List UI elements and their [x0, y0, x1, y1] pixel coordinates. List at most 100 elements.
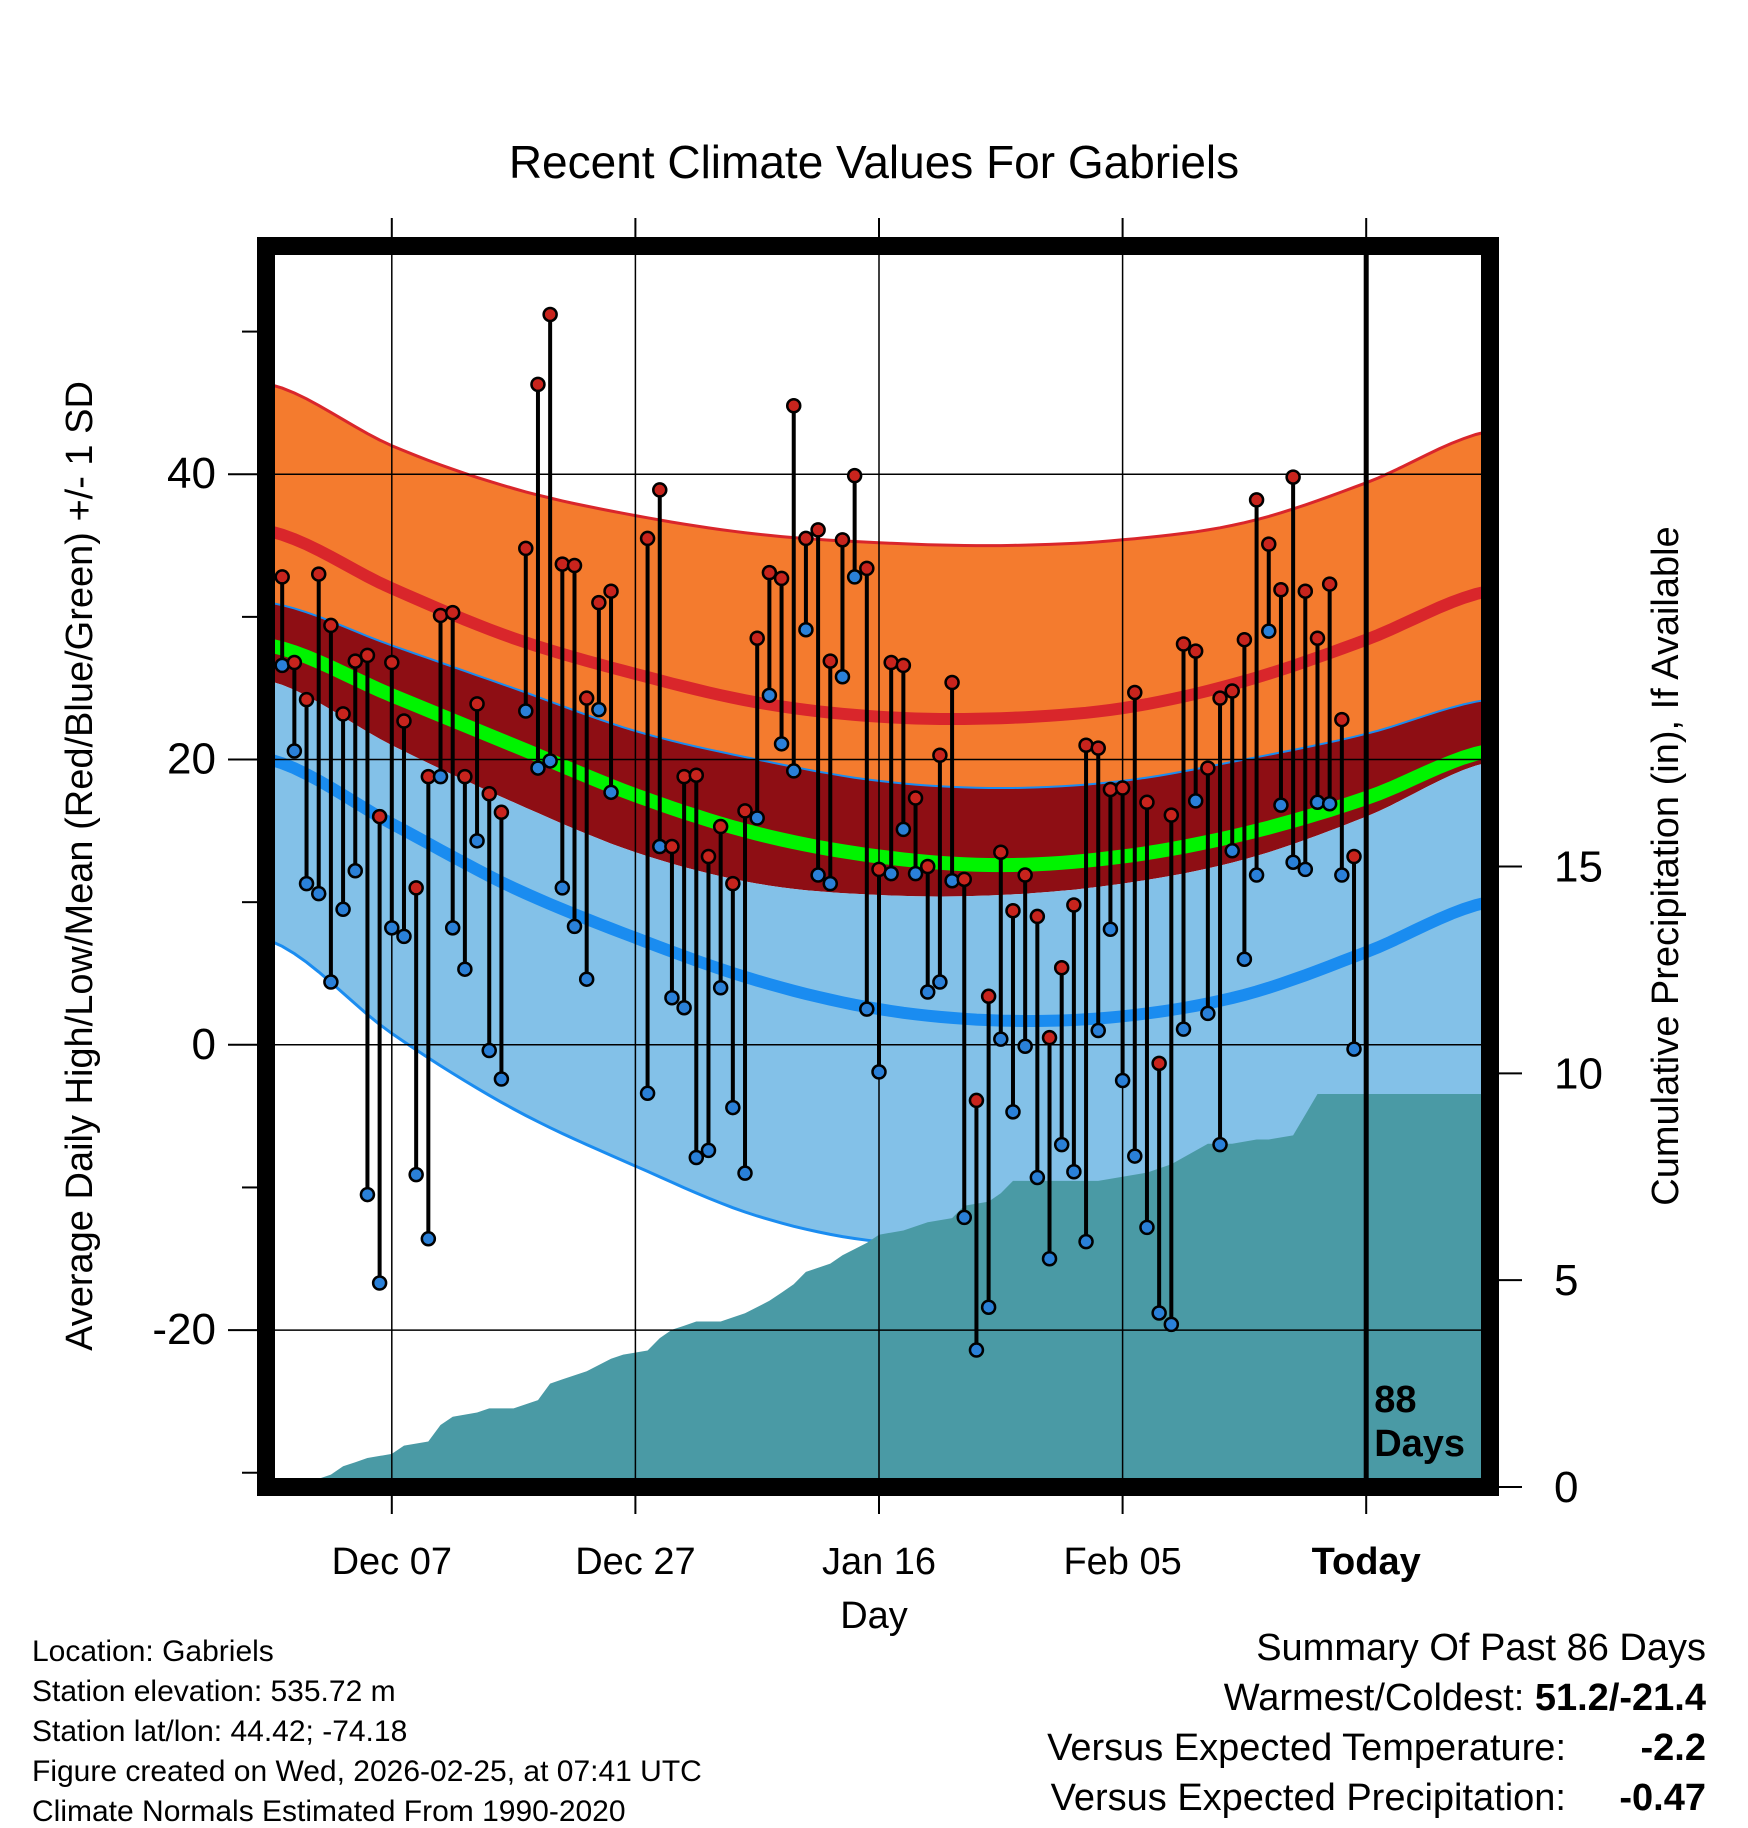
high-temp-point	[396, 713, 412, 729]
low-temp-point	[323, 974, 339, 990]
low-temp-point	[1090, 1022, 1106, 1039]
low-temp-point	[859, 1001, 875, 1017]
high-temp-point	[712, 818, 729, 835]
cumulative-precipitation-area	[282, 1094, 1489, 1487]
high-temp-point	[883, 654, 899, 671]
daily-observations	[274, 306, 1362, 1358]
low-temp-point	[737, 1165, 753, 1181]
high-temp-point	[676, 768, 692, 785]
y-right-tick-label: 0	[1554, 1463, 1578, 1512]
low-temp-point	[895, 821, 912, 838]
precip-anomaly-value: -0.47	[1619, 1777, 1706, 1819]
precip-area	[282, 1094, 1489, 1487]
low-temp-point	[810, 867, 826, 883]
low-temp-point	[310, 885, 327, 902]
high-temp-point	[371, 808, 388, 825]
y-right-tick-label: 5	[1554, 1256, 1578, 1305]
low-temp-point	[1224, 843, 1240, 859]
low-temp-point	[664, 989, 680, 1006]
high-temp-point	[810, 522, 826, 538]
y-right-tick-label: 10	[1554, 1049, 1603, 1098]
high-temp-point	[298, 691, 315, 708]
low-temp-point	[1163, 1316, 1180, 1333]
high-temp-point	[1236, 631, 1253, 648]
high-temp-point	[1273, 582, 1289, 598]
high-temp-point	[773, 570, 790, 587]
low-temp-point	[761, 687, 778, 704]
low-temp-point	[530, 760, 546, 776]
x-axis-label: Day	[840, 1595, 908, 1637]
high-temp-point	[859, 560, 875, 577]
plot-frame	[257, 237, 1499, 1496]
low-temp-point	[1127, 1148, 1143, 1164]
low-temp-point	[1236, 951, 1253, 967]
high-temp-point	[798, 530, 814, 547]
low-temp-point	[968, 1342, 985, 1358]
high-temp-point	[542, 306, 558, 323]
low-temp-point	[1200, 1005, 1216, 1022]
low-temp-point	[1066, 1164, 1082, 1180]
y-left-tick-label: 20	[167, 735, 216, 784]
high-temp-point	[603, 583, 619, 599]
low-temp-point	[1273, 797, 1289, 813]
high-temp-point	[1334, 711, 1350, 728]
low-temp-point	[676, 999, 692, 1016]
low-temp-point	[298, 875, 315, 892]
high-temp-point	[493, 804, 510, 821]
high-temp-point	[469, 696, 485, 712]
low-temp-point	[1005, 1104, 1021, 1120]
low-temp-point	[639, 1085, 656, 1102]
low-temp-point	[725, 1099, 741, 1116]
days-count-label: 88 Days	[1374, 1379, 1465, 1465]
high-temp-point	[749, 630, 765, 647]
high-temp-point	[737, 803, 753, 819]
y-left-tick-label: -20	[152, 1305, 216, 1354]
low-temp-point	[1285, 854, 1301, 870]
latlon-text: Station lat/lon: 44.42; -74.18	[32, 1715, 407, 1748]
high-temp-point	[700, 848, 717, 865]
low-temp-point	[846, 569, 863, 585]
low-temp-point	[1212, 1136, 1228, 1153]
high-temp-point	[457, 768, 473, 785]
low-temp-point	[822, 875, 839, 892]
low-temp-point	[1078, 1233, 1094, 1250]
high-temp-point	[530, 376, 546, 393]
high-temp-point	[1163, 807, 1180, 823]
y-right-tick-label: 15	[1554, 843, 1603, 892]
low-temp-point	[384, 920, 400, 936]
low-temp-point	[688, 1149, 705, 1166]
high-temp-point	[323, 617, 339, 634]
high-temp-point	[1285, 469, 1301, 485]
low-temp-point	[1334, 867, 1350, 883]
low-temp-point	[359, 1186, 376, 1203]
high-temp-point	[1017, 867, 1033, 883]
high-temp-point	[432, 607, 449, 624]
high-temp-point	[554, 556, 571, 572]
axes: 40 20 0 -20 15 10 5 0 Dec 07 Dec 27 Jan 16 Feb 05 To…	[152, 218, 1603, 1583]
high-temp-point	[1200, 760, 1216, 776]
low-temp-point	[712, 979, 729, 996]
high-temp-point	[993, 844, 1009, 860]
high-temp-point	[286, 654, 303, 671]
temp-anomaly-label: Versus Expected Temperature:	[1047, 1727, 1566, 1769]
high-temp-point	[907, 790, 924, 806]
x-tick-label: Dec 27	[575, 1541, 695, 1583]
extremes-line: Warmest/Coldest: 51.2/-21.4	[1224, 1677, 1706, 1719]
y-left-tick-label: 40	[167, 449, 216, 498]
high-temp-point	[347, 653, 364, 669]
chart-title: Recent Climate Values For Gabriels	[509, 136, 1239, 188]
high-temp-point	[932, 747, 948, 763]
high-temp-point	[785, 398, 802, 414]
low-temp-point	[798, 621, 814, 638]
high-temp-point	[1297, 583, 1314, 599]
high-temp-point	[384, 654, 400, 671]
high-temp-point	[518, 540, 534, 557]
low-temp-point	[566, 918, 583, 935]
high-temp-point	[1127, 684, 1143, 701]
high-temp-point	[444, 604, 461, 621]
low-temp-point	[469, 833, 485, 849]
low-temp-point	[932, 974, 948, 990]
high-temp-point	[1041, 1029, 1058, 1046]
low-temp-point	[554, 880, 571, 896]
temp-anomaly-value: -2.2	[1641, 1727, 1706, 1769]
